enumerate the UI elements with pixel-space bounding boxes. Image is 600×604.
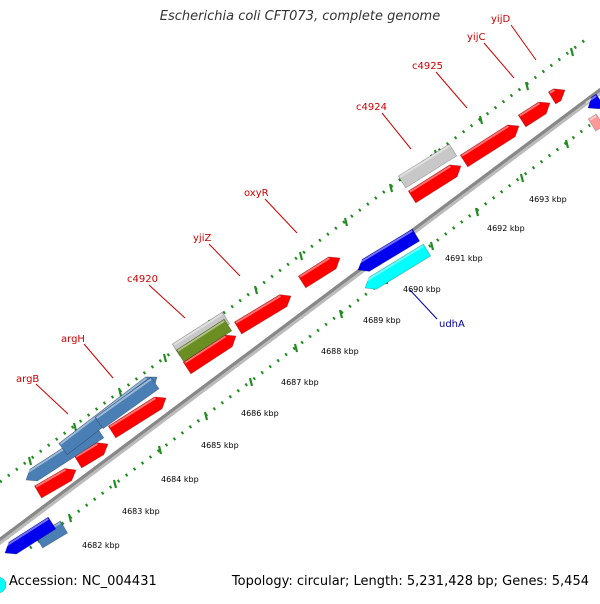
gene-label-yijC[interactable]: yijC: [467, 32, 485, 43]
leader-line-argB: [35, 383, 69, 415]
scale-label: 4691 kbp: [445, 254, 483, 263]
gene-label-yjiZ[interactable]: yjiZ: [193, 233, 211, 244]
scale-label: 4690 kbp: [403, 285, 441, 294]
lower-tick-track: [29, 123, 591, 550]
lower-major-tick: [474, 207, 480, 217]
gene-label-udhA[interactable]: udhA: [439, 319, 465, 330]
gene-label-argH[interactable]: argH: [61, 334, 85, 345]
lower-major-tick: [519, 173, 525, 183]
gene-c4924[interactable]: [407, 164, 462, 204]
lower-major-tick: [112, 479, 118, 489]
gene-steelblue-3[interactable]: [94, 376, 160, 430]
gene-label-oxyR[interactable]: oxyR: [244, 188, 269, 199]
upper-major-tick: [343, 217, 349, 227]
leader-line-oxyR: [264, 198, 298, 234]
gene-label-c4920[interactable]: c4920: [127, 274, 158, 285]
lower-major-tick: [157, 445, 163, 455]
gene-blue-right[interactable]: [585, 93, 600, 110]
gene-argB[interactable]: [33, 468, 77, 499]
leader-line-udhA: [409, 289, 438, 320]
gene-oxyR[interactable]: [297, 256, 341, 289]
gene-argB-2[interactable]: [73, 442, 109, 469]
scale-label: 4693 kbp: [529, 195, 567, 204]
backbone-shadow: [0, 87, 600, 546]
genome-info-label: Topology: circular; Length: 5,231,428 bp…: [231, 574, 589, 589]
upper-tick-track: [0, 38, 586, 484]
leader-line-yijD: [510, 24, 537, 61]
upper-major-tick: [388, 183, 394, 193]
gene-argH[interactable]: [107, 396, 167, 439]
upper-major-tick: [524, 81, 530, 91]
lower-major-tick: [338, 309, 344, 319]
leader-line-c4920: [148, 284, 186, 319]
gene-label-c4925[interactable]: c4925: [412, 61, 443, 72]
upper-major-tick: [162, 353, 168, 363]
gene-label-c4924[interactable]: c4924: [356, 102, 387, 113]
scale-label: 4687 kbp: [281, 378, 319, 387]
gene-olive-c4920[interactable]: [175, 318, 233, 363]
scale-label: 4688 kbp: [321, 347, 359, 356]
upper-major-tick: [569, 47, 575, 57]
scale-label: 4682 kbp: [82, 541, 120, 550]
upper-major-tick: [117, 387, 123, 397]
accession-label: Accession: NC_004431: [9, 574, 157, 589]
gene-udhA[interactable]: [362, 243, 432, 290]
leader-line-c4924: [381, 112, 412, 150]
leader-line-argH: [83, 343, 114, 379]
gene-pink-right[interactable]: [587, 113, 600, 132]
lower-major-tick: [248, 377, 254, 387]
gene-yijD[interactable]: [547, 88, 566, 105]
leader-line-yjiZ: [208, 243, 241, 277]
gene-blue-left[interactable]: [2, 516, 57, 555]
scale-label: 4689 kbp: [363, 316, 401, 325]
backbone: [0, 87, 600, 542]
gene-blue-udh[interactable]: [355, 228, 421, 272]
gene-label-yijD[interactable]: yijD: [491, 14, 510, 25]
gene-c4925[interactable]: [459, 124, 520, 168]
gene-yijC[interactable]: [517, 101, 551, 128]
lower-major-tick: [203, 411, 209, 421]
upper-major-tick: [27, 456, 33, 466]
leader-line-yijC: [483, 42, 515, 79]
upper-major-tick: [298, 251, 304, 261]
scale-label: 4692 kbp: [487, 224, 525, 233]
scale-label: 4685 kbp: [201, 441, 239, 450]
upper-major-tick: [478, 115, 484, 125]
upper-major-tick: [72, 422, 78, 432]
genome-title: Escherichia coli CFT073, complete genome: [159, 9, 441, 24]
upper-major-tick: [253, 285, 259, 295]
scale-label: 4686 kbp: [241, 409, 279, 418]
gene-c4920[interactable]: [182, 334, 237, 375]
lower-major-tick: [293, 343, 299, 353]
lower-major-tick: [67, 513, 73, 523]
gene-label-argB[interactable]: argB: [16, 374, 39, 385]
gene-yjiZ[interactable]: [233, 294, 292, 335]
leader-line-c4925: [435, 71, 468, 109]
gene-cyan-edge[interactable]: [0, 576, 7, 594]
scale-label: 4684 kbp: [161, 475, 199, 484]
lower-major-tick: [429, 241, 435, 251]
gene-gray-c4924[interactable]: [397, 143, 458, 189]
lower-major-tick: [564, 139, 570, 149]
scale-label: 4683 kbp: [122, 507, 160, 516]
